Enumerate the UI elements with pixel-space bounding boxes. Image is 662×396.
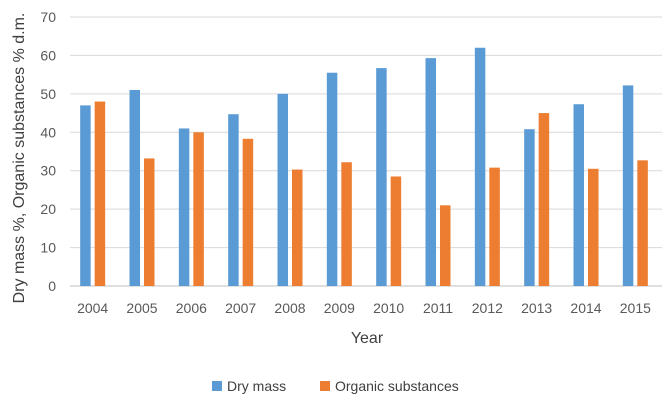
x-tick-label: 2013 — [521, 300, 552, 316]
x-tick-label: 2011 — [423, 300, 453, 316]
gridlines — [70, 16, 662, 287]
bar-dry-mass — [622, 85, 634, 286]
x-tick-label: 2008 — [274, 300, 305, 316]
bar-organic-substances — [390, 176, 402, 286]
bar-organic-substances — [489, 167, 500, 286]
x-tick-label: 2004 — [77, 300, 108, 316]
legend: Dry mass Organic substances — [212, 378, 459, 394]
legend-swatch-dry-mass — [212, 381, 222, 391]
bar-dry-mass — [80, 105, 91, 286]
x-tick-label: 2009 — [324, 300, 355, 316]
x-tick-label: 2014 — [570, 300, 601, 316]
bar-dry-mass — [474, 47, 486, 286]
bar-dry-mass — [228, 114, 239, 286]
y-tick-label: 30 — [40, 163, 56, 179]
y-tick-label: 40 — [40, 124, 56, 140]
x-tick-label: 2006 — [176, 300, 207, 316]
legend-label-dry-mass: Dry mass — [227, 378, 286, 394]
x-tick-label: 2012 — [472, 300, 503, 316]
bars — [80, 47, 648, 287]
bar-organic-substances — [440, 205, 451, 286]
bar-organic-substances — [637, 160, 648, 286]
bar-dry-mass — [326, 72, 338, 286]
bar-dry-mass — [524, 129, 535, 286]
y-tick-label: 20 — [40, 201, 56, 217]
bar-dry-mass — [376, 68, 387, 286]
bar-organic-substances — [144, 158, 155, 286]
y-axis-title: Dry mass %, Organic substances % d.m. — [11, 13, 28, 304]
x-tick-label: 2015 — [620, 300, 651, 316]
x-tick-label: 2010 — [373, 300, 404, 316]
bar-organic-substances — [242, 138, 254, 286]
bar-organic-substances — [193, 132, 204, 286]
bar-organic-substances — [292, 169, 303, 286]
x-tick-labels: 2004 2005 2006 2007 2008 2009 2010 2011 2012 2013… — [77, 300, 651, 316]
bar-dry-mass — [277, 93, 288, 286]
x-tick-label: 2005 — [126, 300, 157, 316]
y-tick-label: 50 — [40, 86, 56, 102]
y-tick-label: 10 — [40, 240, 56, 256]
bar-organic-substances — [94, 101, 106, 287]
bar-dry-mass — [425, 58, 436, 286]
legend-label-organic-substances: Organic substances — [335, 378, 459, 394]
bar-dry-mass — [573, 104, 584, 287]
y-tick-labels: 0 10 20 30 40 50 60 70 — [40, 9, 56, 294]
x-tick-label: 2007 — [225, 300, 256, 316]
bar-dry-mass — [129, 90, 140, 286]
y-tick-label: 60 — [40, 47, 56, 63]
x-axis-title: Year — [351, 330, 384, 347]
bar-organic-substances — [588, 168, 599, 286]
y-tick-label: 0 — [48, 278, 56, 294]
bar-dry-mass — [178, 128, 190, 286]
y-tick-label: 70 — [40, 9, 56, 25]
legend-swatch-organic-substances — [320, 381, 330, 391]
bar-organic-substances — [341, 162, 352, 286]
bar-organic-substances — [538, 113, 550, 286]
